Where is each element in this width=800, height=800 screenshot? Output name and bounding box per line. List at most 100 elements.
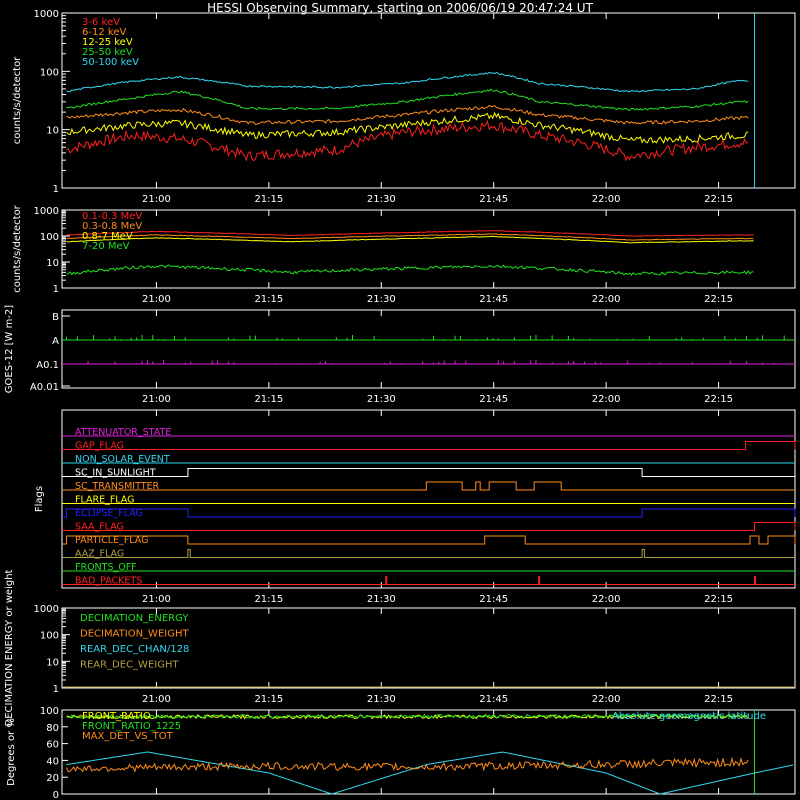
y-tick-label: 10 xyxy=(46,657,59,668)
y-tick-label: B xyxy=(52,312,59,323)
x-tick-label: 22:15 xyxy=(704,394,733,405)
x-tick-label: 21:00 xyxy=(142,694,171,705)
x-tick-label: 22:15 xyxy=(704,194,733,205)
flag-label: FRONTS_OFF xyxy=(75,562,137,573)
x-tick-label: 21:15 xyxy=(254,294,283,305)
legend-entry: 50-100 keV xyxy=(82,57,139,68)
legend-entry: REAR_DEC_CHAN/128 xyxy=(80,644,189,655)
y-tick-label: 0 xyxy=(53,790,59,800)
y-tick-label: 1 xyxy=(53,184,59,195)
x-tick-label: 21:30 xyxy=(367,694,396,705)
y-tick-label: 1 xyxy=(53,684,59,695)
y-tick-label: 40 xyxy=(46,756,59,767)
panel-frame xyxy=(61,409,796,589)
x-tick-label: 22:15 xyxy=(704,594,733,605)
x-tick-label: 21:45 xyxy=(479,594,508,605)
flag-label: PARTICLE_FLAG xyxy=(75,535,148,546)
y-tick-label: 20 xyxy=(46,773,59,784)
flag-line xyxy=(62,468,795,477)
series-line xyxy=(66,104,749,126)
panel-frame xyxy=(61,709,796,795)
legend-entry: 3-6 keV xyxy=(82,17,120,28)
flag-label: ATTENUATOR_STATE xyxy=(75,427,171,438)
y-tick-label: 1000 xyxy=(34,206,59,217)
x-tick-label: 21:30 xyxy=(367,594,396,605)
y-axis-label: Degrees or % xyxy=(6,718,17,786)
x-tick-label: 21:00 xyxy=(142,594,171,605)
x-tick-label: 22:00 xyxy=(592,694,621,705)
flag-label: ECLIPSE_FLAG xyxy=(75,508,143,519)
legend-entry: MAX_DET_VS_TOT xyxy=(82,731,174,742)
x-tick-label: 21:15 xyxy=(254,194,283,205)
flag-line xyxy=(62,508,796,518)
x-tick-label: 21:00 xyxy=(142,394,171,405)
legend-entry: 7-20 MeV xyxy=(82,241,130,252)
flag-label: BAD_PACKETS xyxy=(75,576,142,587)
legend-entry: REAR_DEC_WEIGHT xyxy=(80,660,179,671)
flag-line xyxy=(62,441,796,450)
y-tick-label: 1 xyxy=(53,284,59,295)
x-tick-label: 21:30 xyxy=(367,394,396,405)
x-tick-label: 21:45 xyxy=(479,394,508,405)
series-line xyxy=(66,235,754,244)
flag-line xyxy=(62,549,795,558)
series-line xyxy=(66,264,754,276)
y-tick-label: 1000 xyxy=(34,9,59,20)
flag-line xyxy=(62,535,796,545)
x-tick-label: 21:45 xyxy=(479,194,508,205)
legend-entry: DECIMATION_ENERGY xyxy=(80,613,189,624)
x-tick-label: 22:00 xyxy=(592,394,621,405)
legend-entry: FRONT_RATIO xyxy=(82,711,151,722)
y-tick-label: 10 xyxy=(46,258,59,269)
chart-title: HESSI Observing Summary, starting on 200… xyxy=(207,1,593,15)
legend-entry: FRONT_RATIO_1225 xyxy=(82,721,181,732)
y-tick-label: 100 xyxy=(40,232,59,243)
x-tick-label: 21:00 xyxy=(142,294,171,305)
y-tick-label: 100 xyxy=(40,67,59,78)
panel-frame xyxy=(61,309,796,389)
x-tick-label: 21:45 xyxy=(479,294,508,305)
y-axis-label: counts/s/detector xyxy=(12,56,23,144)
series-line xyxy=(66,751,794,795)
x-tick-label: 22:15 xyxy=(704,294,733,305)
series-line xyxy=(66,756,749,773)
y-tick-label: A0.1 xyxy=(36,360,59,371)
series-line xyxy=(66,111,749,145)
series-line xyxy=(66,713,749,720)
panel-frame xyxy=(61,12,796,189)
y-tick-label: 80 xyxy=(46,723,59,734)
flag-label: NON_SOLAR_EVENT xyxy=(75,454,170,465)
x-tick-label: 21:15 xyxy=(254,594,283,605)
legend-entry: DECIMATION_WEIGHT xyxy=(80,629,189,640)
flag-line xyxy=(62,576,795,585)
y-tick-label: A0.01 xyxy=(30,382,59,393)
flag-line xyxy=(62,522,796,531)
flag-label: AAZ_FLAG xyxy=(75,549,124,560)
y-axis-label: counts/s/detector xyxy=(12,204,23,292)
y-tick-label: A xyxy=(52,336,59,347)
flag-label: SC_TRANSMITTER xyxy=(75,481,160,492)
x-tick-label: 22:00 xyxy=(592,194,621,205)
legend-entry: 6-12 keV xyxy=(82,27,126,38)
series-line xyxy=(66,229,754,237)
x-tick-label: 21:30 xyxy=(367,194,396,205)
annotation-label: Absolute geomagnetic latitude xyxy=(612,711,766,722)
legend-entry: 25-50 keV xyxy=(82,47,133,58)
series-line xyxy=(66,71,749,93)
y-tick-label: 60 xyxy=(46,740,59,751)
x-tick-label: 22:15 xyxy=(704,694,733,705)
x-tick-label: 22:00 xyxy=(592,294,621,305)
legend-entry: 0.1-0.3 MeV xyxy=(82,211,142,222)
flag-label: GAP_FLAG xyxy=(75,441,124,452)
legend-entry: 0.8-7 MeV xyxy=(82,231,133,242)
series-line xyxy=(66,88,749,112)
flag-line xyxy=(62,481,795,491)
y-tick-label: 1000 xyxy=(34,604,59,615)
y-tick-label: 10 xyxy=(46,126,59,137)
y-axis-label: Flags xyxy=(34,486,45,512)
panel-frame xyxy=(61,607,796,689)
series-line xyxy=(66,119,749,162)
legend-entry: 12-25 keV xyxy=(82,37,133,48)
flag-label: FLARE_FLAG xyxy=(75,495,135,506)
y-tick-label: 100 xyxy=(40,706,59,717)
